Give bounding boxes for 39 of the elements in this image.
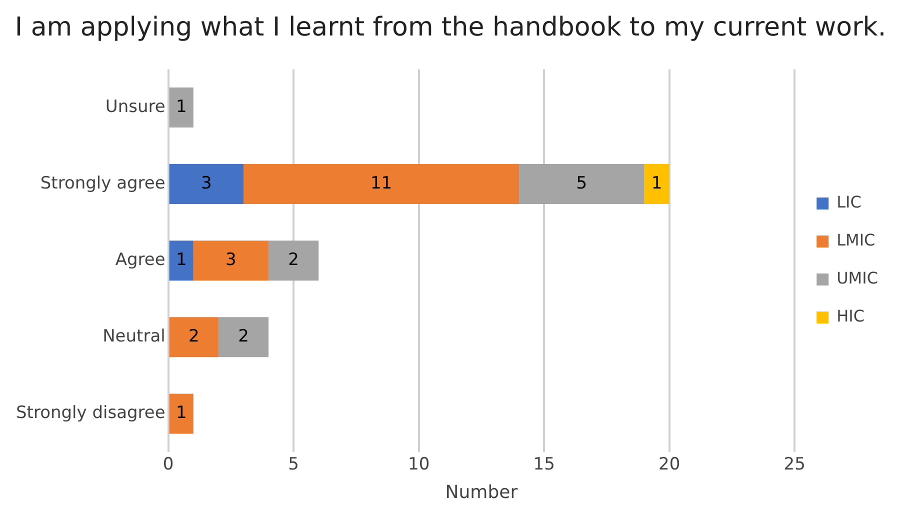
data-label: 3 bbox=[226, 250, 236, 270]
bar bbox=[268, 240, 319, 281]
legend-label: HIC bbox=[836, 306, 865, 326]
data-label: 1 bbox=[651, 173, 662, 194]
y-tick-label: Unsure bbox=[105, 96, 166, 117]
legend-label: LIC bbox=[836, 192, 862, 212]
y-tick-label: Strongly agree bbox=[40, 173, 166, 194]
legend-label: UMIC bbox=[836, 268, 878, 288]
x-tick-label: 0 bbox=[162, 454, 174, 475]
data-label: 1 bbox=[176, 250, 187, 270]
data-label: 2 bbox=[238, 326, 249, 347]
bar bbox=[193, 240, 269, 281]
bar bbox=[169, 394, 194, 434]
x-tick-label: 5 bbox=[288, 454, 300, 475]
bar bbox=[644, 164, 670, 204]
data-label: 3 bbox=[201, 173, 212, 194]
data-label: 1 bbox=[176, 403, 187, 424]
x-axis-title: Number bbox=[445, 482, 518, 503]
x-tick-label: 20 bbox=[658, 454, 680, 475]
data-label: 11 bbox=[370, 173, 392, 194]
y-tick-label: Neutral bbox=[102, 326, 166, 347]
x-tick-label: 15 bbox=[533, 454, 555, 475]
x-tick-label: 25 bbox=[784, 454, 806, 475]
bar bbox=[169, 240, 194, 281]
bar bbox=[169, 87, 194, 128]
x-tick-label: 10 bbox=[408, 454, 430, 475]
bar bbox=[519, 164, 644, 204]
data-label: 2 bbox=[188, 326, 200, 347]
data-label: 1 bbox=[176, 96, 187, 117]
bar bbox=[169, 164, 244, 204]
bar bbox=[243, 164, 520, 204]
bar bbox=[218, 317, 269, 358]
legend-label: LMIC bbox=[836, 230, 876, 250]
y-tick-label: Strongly disagree bbox=[16, 403, 166, 424]
bar bbox=[169, 317, 218, 358]
data-label: 2 bbox=[288, 250, 300, 270]
data-label: 5 bbox=[576, 173, 588, 194]
y-tick-label: Agree bbox=[115, 250, 166, 270]
chart-title: I am applying what I learnt from the handbook to my current work. bbox=[14, 12, 886, 42]
